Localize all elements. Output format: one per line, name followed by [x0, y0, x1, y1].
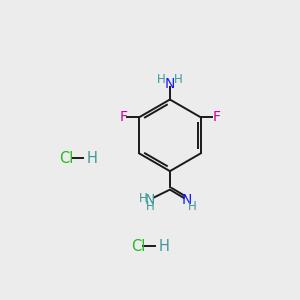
Text: N: N: [182, 193, 192, 207]
Text: H: H: [188, 200, 196, 213]
Text: F: F: [213, 110, 220, 124]
Text: Cl: Cl: [59, 151, 74, 166]
Text: F: F: [119, 110, 127, 124]
Text: N: N: [145, 193, 155, 207]
Text: H: H: [146, 200, 155, 213]
Text: H: H: [158, 239, 169, 254]
Text: H: H: [157, 73, 166, 86]
Text: H: H: [139, 192, 148, 205]
Text: Cl: Cl: [131, 239, 145, 254]
Text: H: H: [87, 151, 98, 166]
Text: N: N: [165, 77, 175, 91]
Text: H: H: [174, 73, 183, 86]
